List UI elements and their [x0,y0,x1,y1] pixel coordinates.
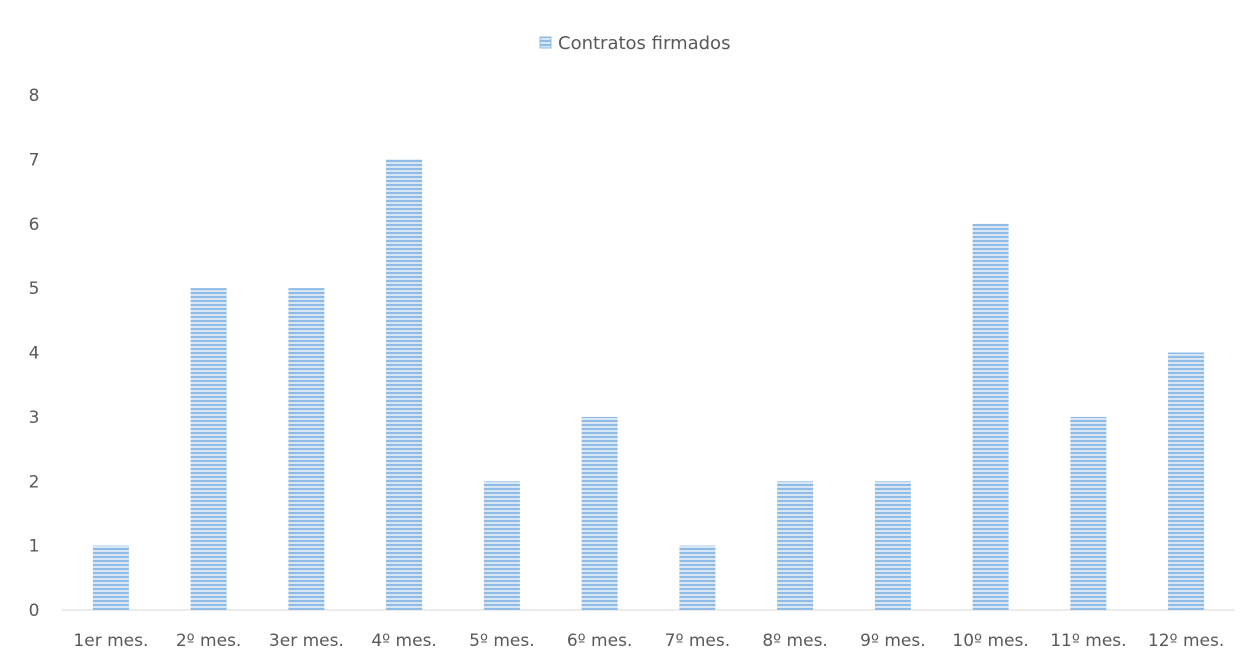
bar [92,545,129,610]
y-tick-label: 7 [29,150,40,170]
x-tick-label: 1er mes. [73,631,148,651]
chart-legend: Contratos firmados [539,33,730,54]
legend-label: Contratos firmados [558,33,730,54]
x-tick-label: 6º mes. [567,631,633,651]
y-axis: 0 1 2 3 4 5 6 7 8 [29,86,40,621]
bar [581,416,618,610]
x-tick-label: 7º mes. [665,631,731,651]
x-tick-label: 11º mes. [1050,631,1126,651]
y-tick-label: 2 [29,472,40,492]
y-tick-label: 8 [29,86,40,106]
y-tick-label: 1 [29,537,40,557]
bar [679,545,716,610]
bar [386,159,423,610]
x-axis: 1er mes. 2º mes. 3er mes. 4º mes. 5º mes. 6º … [73,631,1224,651]
bar [1168,352,1205,610]
legend-swatch [539,36,552,49]
bar [288,288,325,610]
y-tick-label: 3 [29,408,40,428]
bar [777,481,814,611]
x-tick-label: 8º mes. [762,631,828,651]
y-tick-label: 4 [29,344,40,364]
y-tick-label: 6 [29,215,40,235]
x-tick-label: 2º mes. [176,631,242,651]
y-tick-label: 5 [29,279,40,299]
bar [483,481,520,611]
bar [972,223,1009,611]
x-tick-label: 9º mes. [860,631,926,651]
y-tick-label: 0 [29,601,40,621]
x-tick-label: 4º mes. [371,631,437,651]
bar [190,288,227,610]
x-tick-label: 12º mes. [1148,631,1224,651]
bar [1070,416,1107,610]
x-tick-label: 3er mes. [269,631,344,651]
x-tick-label: 10º mes. [952,631,1028,651]
bar [874,481,911,611]
x-tick-label: 5º mes. [469,631,535,651]
bar-series [92,159,1205,611]
